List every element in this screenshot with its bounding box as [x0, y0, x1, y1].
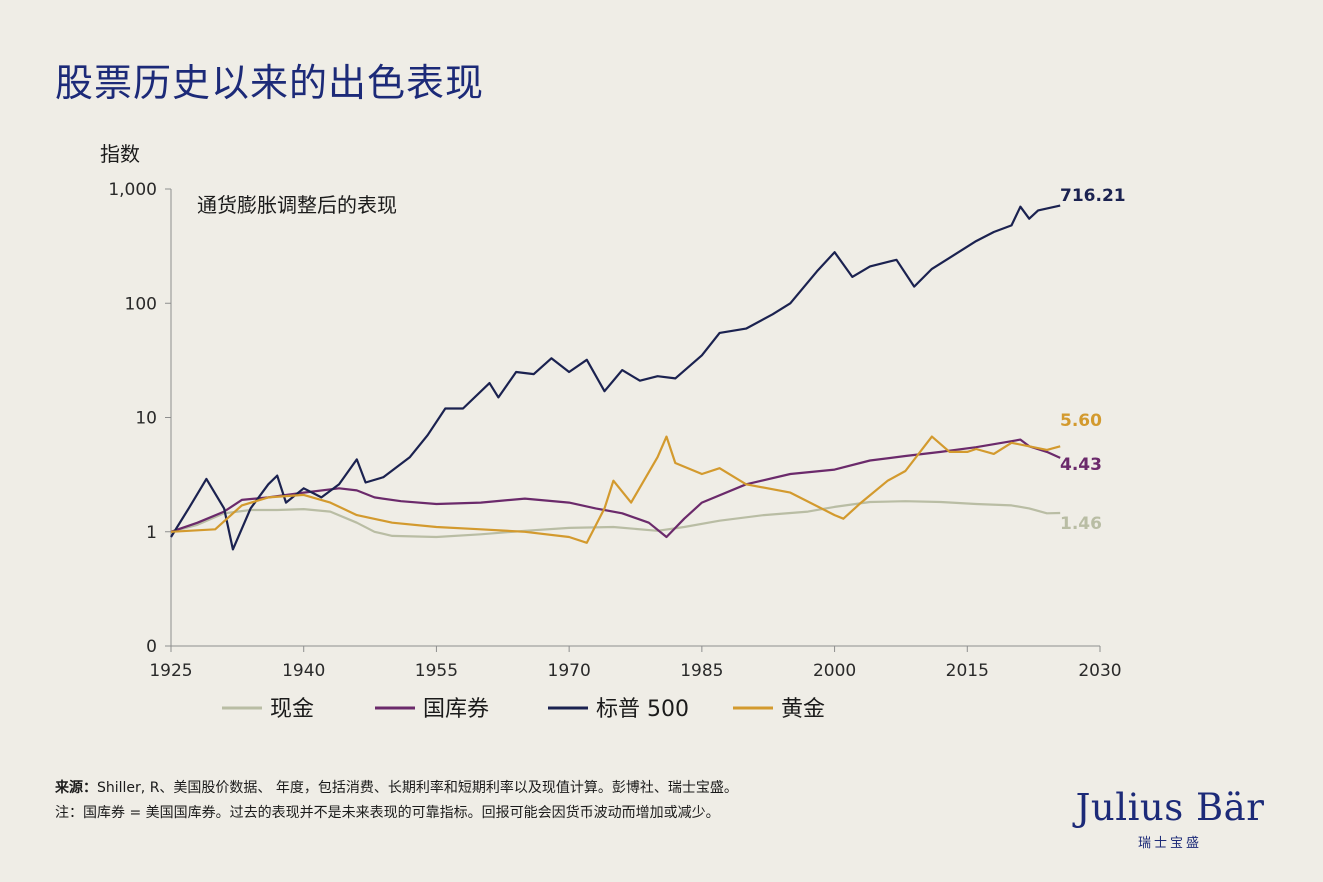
- legend-label: 标普 500: [596, 697, 689, 722]
- x-tick-label: 1955: [415, 661, 458, 681]
- series-line: [170, 500, 1061, 539]
- x-tick-label: 1970: [548, 661, 591, 681]
- note-line: 注：国库券 = 美国国库券。过去的表现并不是未来表现的可靠指标。回报可能会因货币…: [55, 805, 720, 821]
- y-tick-label: 10: [135, 409, 157, 429]
- logo-subtext: 瑞士宝盛: [1137, 836, 1202, 851]
- x-tick-label: 2000: [813, 661, 856, 681]
- julius-baer-logo: Julius Bär 瑞士宝盛: [1075, 786, 1265, 852]
- chart-subtitle: 通货膨胀调整后的表现: [197, 193, 397, 217]
- legend-label: 国库券: [423, 697, 489, 722]
- series-layer: [170, 204, 1061, 551]
- x-tick-label: 1985: [680, 661, 723, 681]
- series-end-label: 5.60: [1060, 411, 1102, 431]
- legend-label: 现金: [270, 697, 314, 722]
- series-line: [170, 204, 1061, 551]
- x-tick-label: 2030: [1078, 661, 1121, 681]
- source-line: 来源：Shiller, R、美国股价数据、 年度，包括消费、长期利率和短期利率以…: [55, 776, 738, 801]
- y-axis-title: 指数: [100, 142, 140, 166]
- series-end-label: 1.46: [1060, 514, 1102, 534]
- series-line: [170, 435, 1061, 544]
- source-text: Shiller, R、美国股价数据、 年度，包括消费、长期利率和短期利率以及现值…: [97, 780, 738, 796]
- x-tick-label: 1925: [149, 661, 192, 681]
- legend-label: 黄金: [781, 697, 825, 722]
- x-tick-label: 2015: [946, 661, 989, 681]
- end-labels: 1.46 4.43 716.21 5.60: [1060, 186, 1126, 534]
- y-tick-label: 0: [146, 637, 157, 657]
- y-tick-label: 100: [125, 294, 157, 314]
- series-end-label: 4.43: [1060, 455, 1102, 475]
- series-end-label: 716.21: [1060, 186, 1126, 206]
- footnotes: 来源：Shiller, R、美国股价数据、 年度，包括消费、长期利率和短期利率以…: [55, 776, 738, 826]
- y-tick-label: 1: [146, 523, 157, 543]
- source-label: 来源：: [55, 780, 97, 796]
- logo-text: Julius Bär: [1075, 786, 1265, 829]
- page-title: 股票历史以来的出色表现: [55, 61, 485, 105]
- chart-legend: 现金 国库券 标普 500 黄金: [222, 697, 825, 722]
- x-tick-label: 1940: [282, 661, 325, 681]
- y-tick-label: 1,000: [108, 180, 157, 200]
